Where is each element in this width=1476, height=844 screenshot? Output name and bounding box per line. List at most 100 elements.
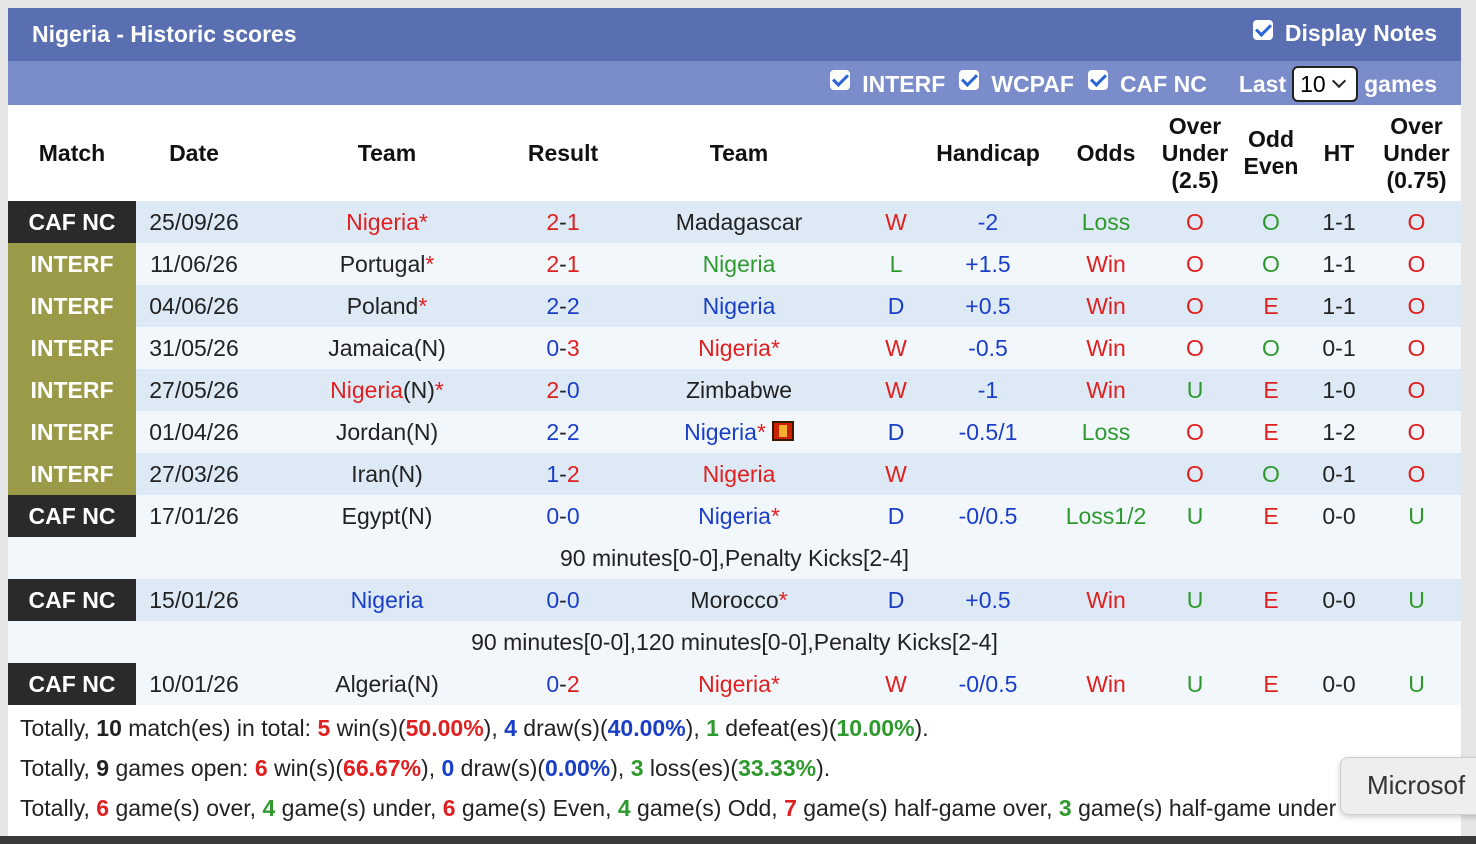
competition-badge[interactable]: INTERF [8,369,136,411]
table-row[interactable]: INTERF 11/06/26 Portugal* 2-1 Nigeria L +1.5 Wi… [8,243,1461,285]
match-result[interactable]: 2-2 [522,285,604,327]
table-row[interactable]: INTERF 04/06/26 Poland* 2-2 Nigeria D +0.5 Win O… [8,285,1461,327]
odds-result: Loss1/2 [1058,495,1154,537]
away-team-name[interactable]: Morocco [690,586,779,613]
away-team[interactable]: Nigeria* [604,495,874,537]
table-row[interactable]: CAF NC 25/09/26 Nigeria* 2-1 Madagascar W -2 Lo… [8,201,1461,243]
home-team-name[interactable]: Nigeria [350,586,424,613]
over-under-075: U [1372,579,1461,621]
table-row[interactable]: INTERF 31/05/26 Jamaica(N) 0-3 Nigeria* W -0.5… [8,327,1461,369]
home-score: 0 [546,586,560,613]
match-result[interactable]: 1-2 [522,453,604,495]
home-team[interactable]: Egypt(N) [252,495,522,537]
match-result[interactable]: 2-1 [522,243,604,285]
away-team-name[interactable]: Nigeria [702,250,776,277]
half-time-score: 1-2 [1306,411,1372,453]
competition-badge[interactable]: CAF NC [8,663,136,705]
col-team-home: Team [252,105,522,201]
home-team[interactable]: Poland* [252,285,522,327]
home-team-name[interactable]: Portugal [339,250,426,277]
away-team-name[interactable]: Nigeria [684,418,757,445]
filter-cafnc[interactable]: CAF NC [1087,70,1207,98]
match-date: 31/05/26 [136,327,252,369]
away-team-name[interactable]: Nigeria [702,460,776,487]
home-team[interactable]: Jordan(N) [252,411,522,453]
summary-text: game(s) half-game under [1071,795,1337,821]
home-team[interactable]: Algeria(N) [252,663,522,705]
summary-text: 1 [706,715,719,741]
filter-wcpaf[interactable]: WCPAF [959,70,1074,98]
competition-badge[interactable]: CAF NC [8,201,136,243]
match-result[interactable]: 0-0 [522,495,604,537]
away-team-name[interactable]: Nigeria [698,670,771,697]
competition-badge[interactable]: INTERF [8,285,136,327]
display-notes-checkbox[interactable] [1252,19,1273,40]
competition-badge[interactable]: INTERF [8,411,136,453]
away-star: * [756,418,766,445]
table-row[interactable]: INTERF 01/04/26 Jordan(N) 2-2 Nigeria* D -0.5/… [8,411,1461,453]
match-result[interactable]: 2-0 [522,369,604,411]
home-team[interactable]: Nigeria [252,579,522,621]
competition-badge[interactable]: CAF NC [8,495,136,537]
table-row[interactable]: CAF NC 10/01/26 Algeria(N) 0-2 Nigeria* W -0/0… [8,663,1461,705]
away-team[interactable]: Nigeria* [604,411,874,453]
games-count-select[interactable]: 10 [1292,66,1359,102]
col-match: Match [8,105,136,201]
match-result[interactable]: 2-2 [522,411,604,453]
summary-text: Totally, [20,795,97,821]
display-notes-toggle[interactable]: Display Notes [1252,19,1437,47]
summary-text: 10.00% [836,715,915,741]
summary-text: ), [483,715,505,741]
away-team[interactable]: Nigeria [604,243,874,285]
away-team[interactable]: Nigeria* [604,327,874,369]
away-team-name[interactable]: Nigeria [698,502,771,529]
away-team[interactable]: Nigeria* [604,663,874,705]
home-team[interactable]: Iran(N) [252,453,522,495]
away-team-name[interactable]: Nigeria [698,334,771,361]
odds-result: Loss [1058,411,1154,453]
odd-even: O [1236,201,1306,243]
table-row[interactable]: INTERF 27/03/26 Iran(N) 1-2 Nigeria W O O 0-1 O [8,453,1461,495]
match-result[interactable]: 0-3 [522,327,604,369]
match-result[interactable]: 0-2 [522,663,604,705]
home-team-name[interactable]: Nigeria [330,376,403,403]
match-result[interactable]: 2-1 [522,201,604,243]
home-team[interactable]: Nigeria(N)* [252,369,522,411]
home-team[interactable]: Jamaica(N) [252,327,522,369]
home-team-name[interactable]: Poland [346,292,419,319]
competition-badge[interactable]: CAF NC [8,579,136,621]
table-row[interactable]: INTERF 27/05/26 Nigeria(N)* 2-0 Zimbabwe W -1 W… [8,369,1461,411]
away-team[interactable]: Nigeria [604,453,874,495]
score-separator: - [559,418,567,445]
away-team[interactable]: Zimbabwe [604,369,874,411]
wcpaf-checkbox[interactable] [959,70,980,90]
home-team-name[interactable]: Jordan(N) [335,418,439,445]
home-team-name[interactable]: Egypt(N) [341,502,433,529]
away-team[interactable]: Nigeria [604,285,874,327]
competition-badge[interactable]: INTERF [8,243,136,285]
away-team-name[interactable]: Zimbabwe [685,376,793,403]
score-separator: - [559,250,567,277]
summary-text: ). [816,755,831,781]
filter-interf[interactable]: INTERF [830,70,945,98]
home-team-name[interactable]: Jamaica(N) [328,334,446,361]
competition-badge[interactable]: INTERF [8,327,136,369]
home-team-name[interactable]: Nigeria [346,208,419,235]
home-team-name[interactable]: Iran(N) [351,460,423,487]
match-result[interactable]: 0-0 [522,579,604,621]
interf-checkbox[interactable] [830,70,851,90]
away-team-name[interactable]: Nigeria [702,292,776,319]
away-team[interactable]: Morocco* [604,579,874,621]
home-team[interactable]: Portugal* [252,243,522,285]
away-score: 2 [566,670,580,697]
away-team-name[interactable]: Madagascar [675,208,803,235]
summary-text: 4 [262,795,276,821]
table-row[interactable]: CAF NC 17/01/26 Egypt(N) 0-0 Nigeria* D -0/0.5… [8,495,1461,537]
home-team[interactable]: Nigeria* [252,201,522,243]
over-under-075: O [1372,201,1461,243]
home-team-name[interactable]: Algeria(N) [335,670,439,697]
table-row[interactable]: CAF NC 15/01/26 Nigeria 0-0 Morocco* D +0.5 Win… [8,579,1461,621]
cafnc-checkbox[interactable] [1087,70,1108,90]
away-team[interactable]: Madagascar [604,201,874,243]
competition-badge[interactable]: INTERF [8,453,136,495]
